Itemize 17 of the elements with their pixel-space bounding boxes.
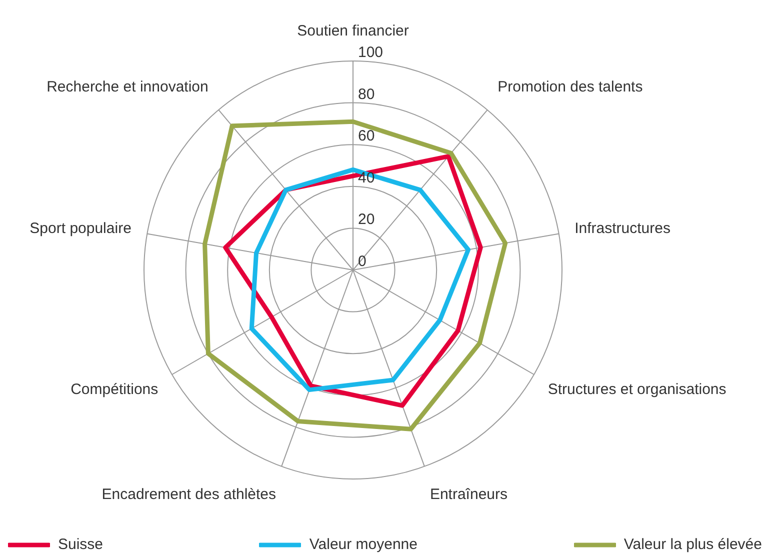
y-tick-label: 80 [358, 86, 375, 103]
spoke-label: Promotion des talents [498, 78, 643, 96]
spoke-label: Compétitions [70, 381, 158, 398]
spoke-label: Structures et organisations [548, 381, 726, 398]
spoke-label: Sport populaire [30, 220, 132, 237]
legend-label: Valeur la plus élevée [624, 536, 762, 553]
y-tick-label: 100 [358, 44, 384, 61]
y-tick-label: 20 [358, 211, 375, 228]
spoke-label: Entraîneurs [430, 486, 508, 504]
legend-label: Suisse [58, 536, 104, 553]
legend-label: Valeur moyenne [309, 536, 418, 553]
spoke-label: Soutien financier [297, 22, 409, 40]
spoke-label: Encadrement des athlètes [102, 486, 276, 504]
spoke-label: Infrastructures [574, 220, 670, 237]
spoke-label: Recherche et innovation [46, 78, 208, 96]
y-tick-label: 60 [358, 128, 375, 145]
y-tick-label: 0 [358, 253, 366, 270]
